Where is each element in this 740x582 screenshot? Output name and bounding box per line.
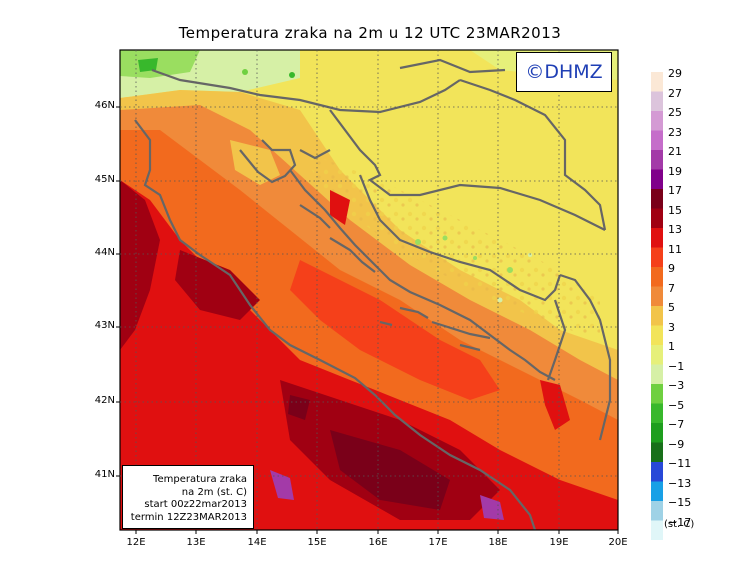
temperature-field xyxy=(120,50,618,530)
legend-swatch xyxy=(651,462,663,482)
lon-label-12e: 12E xyxy=(126,537,146,548)
legend-label: 13 xyxy=(668,223,682,236)
legend-label: −3 xyxy=(668,379,685,392)
legend-label: −7 xyxy=(668,418,685,431)
info-box: Temperatura zraka na 2m (st. C) start 00… xyxy=(122,465,254,529)
legend-label: −11 xyxy=(668,457,692,470)
legend-label: −13 xyxy=(668,476,692,490)
legend-swatch xyxy=(651,306,663,326)
legend-swatch xyxy=(651,423,663,443)
map-title: Temperatura zraka na 2m u 12 UTC 23MAR20… xyxy=(178,24,562,42)
legend-swatch xyxy=(651,501,663,521)
lat-label-45n: 45N xyxy=(94,174,115,185)
lat-label-43n: 43N xyxy=(94,320,115,331)
legend-swatch xyxy=(651,267,663,287)
legend-label: 1 xyxy=(668,340,675,353)
lon-label-17e: 17E xyxy=(428,537,448,548)
lon-label-19e: 19E xyxy=(549,537,569,548)
legend-label: 7 xyxy=(668,281,675,295)
lon-label-13e: 13E xyxy=(186,537,206,548)
lon-label-16e: 16E xyxy=(368,537,388,548)
legend-swatch xyxy=(651,228,663,248)
coastlines xyxy=(134,58,612,530)
info-line-termin: termin 12Z23MAR2013 xyxy=(130,511,247,523)
legend-label: 23 xyxy=(668,125,682,139)
lat-label-41n: 41N xyxy=(94,469,115,480)
legend-swatch xyxy=(651,325,663,345)
lon-label-18e: 18E xyxy=(488,537,508,548)
lat-label-44n: 44N xyxy=(94,247,115,258)
legend-swatch xyxy=(651,150,663,170)
legend-label: 27 xyxy=(668,86,682,100)
legend-label: −9 xyxy=(668,437,685,451)
info-line-units: na 2m (st. C) xyxy=(181,486,247,498)
info-line-start: start 00z22mar2013 xyxy=(144,499,247,510)
legend-swatch xyxy=(651,111,663,131)
legend-swatch xyxy=(651,189,663,209)
legend-label: 9 xyxy=(668,262,675,275)
lat-label-42n: 42N xyxy=(94,395,115,406)
legend-swatch xyxy=(651,442,663,462)
legend-swatch xyxy=(651,72,663,92)
legend-label: 17 xyxy=(668,184,682,197)
graticule xyxy=(120,50,618,530)
legend-swatch xyxy=(651,384,663,404)
lat-label-46n: 46N xyxy=(94,100,115,111)
legend-units: (st. C) xyxy=(664,519,695,530)
lon-label-20e: 20E xyxy=(608,537,628,548)
legend-label: −5 xyxy=(668,398,685,412)
legend-swatch xyxy=(651,345,663,365)
legend-colorbar xyxy=(651,72,663,540)
legend-swatch xyxy=(651,520,663,540)
legend-label: −15 xyxy=(668,496,692,509)
legend-swatch xyxy=(651,364,663,384)
legend-swatch xyxy=(651,130,663,150)
plot-frame xyxy=(119,49,619,531)
axis-ticks xyxy=(116,106,619,534)
legend-swatch xyxy=(651,247,663,267)
legend-label: 25 xyxy=(668,106,682,119)
legend-label: −17 xyxy=(668,515,692,529)
legend-swatch xyxy=(651,481,663,501)
lon-label-15e: 15E xyxy=(307,537,327,548)
legend-label: 19 xyxy=(668,164,682,178)
legend-swatch xyxy=(651,286,663,306)
legend-label: 5 xyxy=(668,301,675,314)
legend-swatch xyxy=(651,169,663,189)
legend-label: 21 xyxy=(668,145,682,158)
legend-label: 3 xyxy=(668,320,675,334)
legend-label: 15 xyxy=(668,203,682,217)
legend-swatch xyxy=(651,91,663,111)
legend-swatch xyxy=(651,403,663,423)
copyright-logo: ©DHMZ xyxy=(516,52,612,92)
legend-swatch xyxy=(651,208,663,228)
legend-label: −1 xyxy=(668,359,685,373)
legend-label: 29 xyxy=(668,67,682,80)
lon-label-14e: 14E xyxy=(247,537,267,548)
info-line-variable: Temperatura zraka xyxy=(153,474,247,485)
legend-label: 11 xyxy=(668,242,682,256)
